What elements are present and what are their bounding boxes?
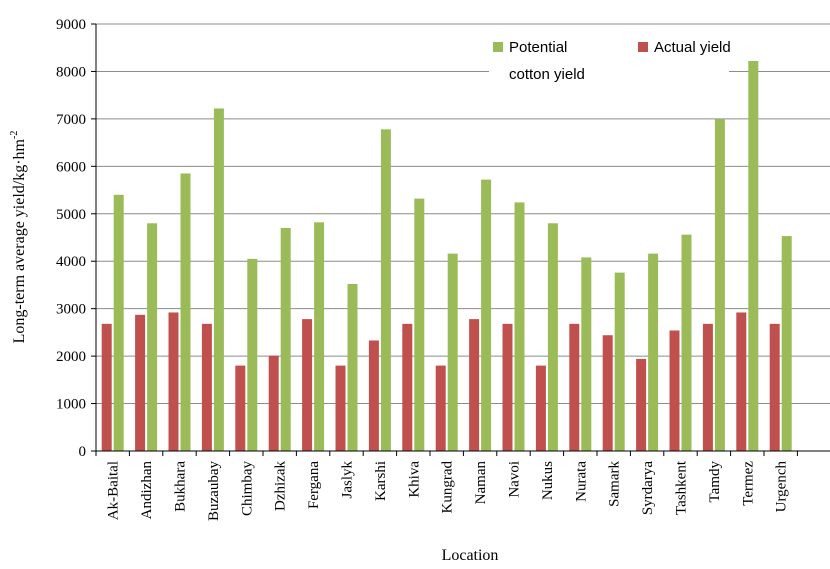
x-tick-label: Fergana [306,461,322,509]
x-tick-label: Nurata [573,461,589,502]
bar-actual-yield [702,323,713,451]
bar-actual-yield [669,330,680,451]
bar-actual-yield [435,365,446,451]
bar-potential-yield [781,236,792,451]
bar-potential-yield [247,258,258,451]
y-tick-label: 9000 [56,17,86,33]
y-tick-label: 5000 [56,207,86,223]
x-tick-label: Termez [740,461,756,506]
bar-potential-yield [681,234,692,451]
x-tick-label: Tashkent [674,460,690,515]
legend-label-potential-line2: cotton yield [509,66,585,83]
bar-actual-yield [368,340,379,451]
bar-actual-yield [402,323,413,451]
bar-potential-yield [614,272,625,451]
bar-actual-yield [469,319,480,451]
bar-potential-yield [380,129,391,451]
bar-actual-yield [302,319,313,451]
bar-actual-yield [135,314,146,451]
legend-swatch-actual [638,42,648,52]
bar-actual-yield [335,365,346,451]
y-tick-label: 7000 [56,112,86,128]
x-tick-label: Kungrad [440,461,456,514]
bar-actual-yield [168,312,179,451]
bar-potential-yield [414,198,425,451]
y-axis-title-superscript: -2 [9,131,20,139]
tick-labels: 0 1000 2000 3000 4000 5000 6000 7000 8000 9000 Ak-… [56,17,790,521]
x-tick-label: Dzhizak [273,461,289,511]
x-tick-label: Chimbay [239,461,255,516]
bar-potential-yield [447,253,458,451]
bar-actual-yield [569,323,580,451]
bar-potential-yield [581,257,592,451]
bar-actual-yield [101,323,112,451]
bar-potential-yield [648,253,659,451]
x-tick-label: Bukhara [173,461,189,512]
bar-potential-yield [347,283,358,451]
bar-actual-yield [736,312,747,451]
x-tick-label: Tamdy [707,461,723,503]
legend: Potential cotton yield Actual yield [489,32,731,88]
x-tick-label: Naman [473,461,489,505]
y-tick-label: 1000 [56,397,86,413]
bar-potential-yield [147,223,158,451]
y-axis-title: Long-term average yield/kg·hm-2 [9,131,28,344]
y-tick-label: 3000 [56,302,86,318]
bar-actual-yield [201,323,212,451]
x-axis-title: Location [442,547,499,564]
y-axis-title-main: Long-term average yield/kg·hm [11,138,28,343]
bar-potential-yield [514,202,525,451]
y-tick-label: 8000 [56,64,86,80]
bar-potential-yield [180,173,191,451]
bar-potential-yield [714,118,725,451]
bar-potential-yield [314,222,325,451]
x-tick-label: Buzaubay [206,461,222,521]
x-tick-label: Nukus [540,461,556,500]
x-tick-label: Jaslyk [340,461,356,499]
bar-potential-yield [113,194,124,452]
x-tick-label: Ak-Baital [106,461,122,520]
y-tick-label: 0 [79,444,87,460]
bar-actual-yield [602,335,613,451]
y-tick-label: 2000 [56,349,86,365]
x-tick-label: Samark [607,461,623,507]
bar-potential-yield [280,228,291,451]
bar-potential-yield [213,108,224,451]
x-tick-label: Navoi [507,461,523,498]
y-tick-label: 6000 [56,159,86,175]
bar-actual-yield [769,323,780,451]
bar-potential-yield [748,61,759,452]
legend-background [489,32,729,88]
x-tick-label: Urgench [774,461,790,513]
bar-actual-yield [268,355,279,451]
x-tick-label: Andizhan [139,461,155,520]
bar-potential-yield [481,179,492,451]
bar-actual-yield [636,358,647,451]
bar-potential-yield [547,223,558,451]
bar-actual-yield [502,323,513,451]
legend-swatch-potential [493,42,503,52]
x-tick-label: Syrdarya [640,461,656,515]
bar-actual-yield [535,365,546,451]
legend-label-potential-line1: Potential [509,39,567,56]
axes [91,23,830,456]
x-tick-label: Khiva [406,461,422,498]
y-tick-label: 4000 [56,254,86,270]
bar-actual-yield [235,365,246,451]
x-tick-label: Karshi [373,461,389,501]
bars [101,61,792,452]
legend-label-actual: Actual yield [654,39,731,56]
